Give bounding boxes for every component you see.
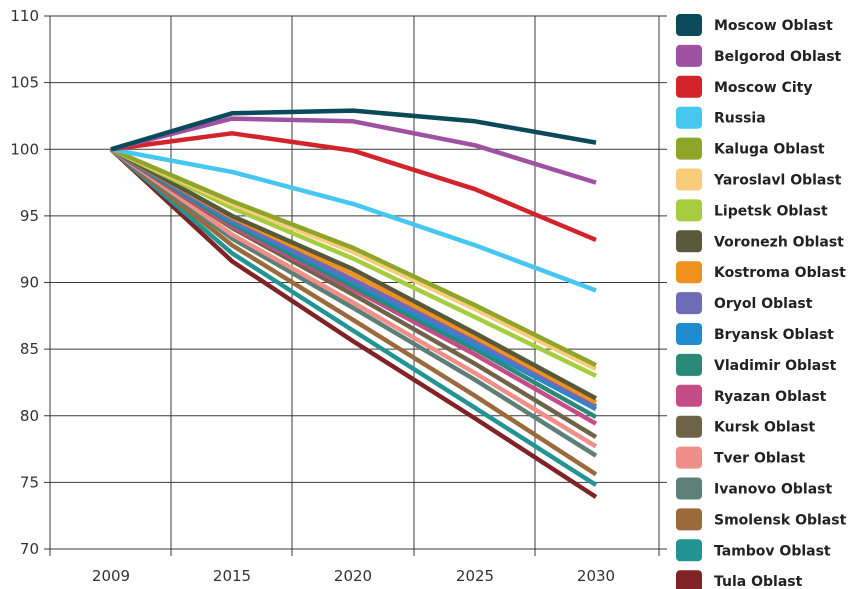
grid <box>44 15 667 556</box>
legend-swatch-voronezh-oblast <box>676 230 702 253</box>
legend-label-smolensk-oblast: Smolensk Oblast <box>714 512 847 528</box>
y-tick-label: 90 <box>20 274 39 292</box>
x-axis-ticks: 2009 2015 2020 2025 2030 <box>92 567 615 585</box>
series-lines <box>109 108 598 499</box>
legend-label-oryol-oblast: Oryol Oblast <box>714 296 813 312</box>
legend-swatch-moscow-city <box>676 75 702 98</box>
y-tick-label: 100 <box>10 140 39 158</box>
x-tick-label: 2025 <box>456 567 494 585</box>
x-tick-label: 2030 <box>577 567 615 585</box>
series-line-russia <box>110 147 597 293</box>
legend-label-tver-oblast: Tver Oblast <box>714 451 805 467</box>
legend-label-tambov-oblast: Tambov Oblast <box>714 543 831 559</box>
legend-swatch-kaluga-oblast <box>676 137 702 160</box>
legend-swatch-vladimir-oblast <box>676 353 702 376</box>
legend-swatch-ryazan-oblast <box>676 384 702 407</box>
y-tick-label: 85 <box>20 340 39 358</box>
legend-label-tula-oblast: Tula Oblast <box>714 574 803 589</box>
legend-swatch-tula-oblast <box>676 570 702 589</box>
series-line-smolensk-oblast <box>109 147 598 477</box>
y-tick-label: 80 <box>20 407 39 425</box>
series-line-tver-oblast <box>109 147 598 449</box>
legend-swatch-lipetsk-oblast <box>676 199 702 222</box>
legend-label-ivanovo-oblast: Ivanovo Oblast <box>714 482 832 498</box>
x-tick-label: 2009 <box>92 567 130 585</box>
legend-swatch-yaroslavl-oblast <box>676 168 702 191</box>
legend-label-belgorod-oblast: Belgorod Oblast <box>714 49 842 65</box>
x-tick-label: 2015 <box>213 567 251 585</box>
legend-label-moscow-oblast: Moscow Oblast <box>714 18 833 34</box>
series-line-moscow-oblast <box>110 108 597 152</box>
series-line-voronezh-oblast <box>109 147 598 401</box>
legend-swatch-tver-oblast <box>676 446 702 469</box>
legend: Moscow Oblast Belgorod Oblast Moscow City R… <box>676 14 847 589</box>
legend-label-vladimir-oblast: Vladimir Oblast <box>714 358 837 374</box>
y-tick-label: 75 <box>20 473 39 491</box>
series-line-moscow-city <box>110 131 597 242</box>
y-tick-label: 70 <box>20 540 39 558</box>
legend-label-ryazan-oblast: Ryazan Oblast <box>714 389 827 405</box>
legend-label-russia: Russia <box>714 111 766 127</box>
legend-label-kursk-oblast: Kursk Oblast <box>714 420 815 436</box>
legend-swatch-russia <box>676 106 702 129</box>
legend-swatch-bryansk-oblast <box>676 323 702 345</box>
series-line-tula-oblast <box>109 147 598 499</box>
legend-swatch-kursk-oblast <box>676 415 702 438</box>
legend-swatch-smolensk-oblast <box>676 508 702 531</box>
legend-label-lipetsk-oblast: Lipetsk Oblast <box>714 203 828 219</box>
legend-swatch-ivanovo-oblast <box>676 477 702 500</box>
legend-swatch-belgorod-oblast <box>676 44 702 67</box>
legend-swatch-moscow-oblast <box>676 14 702 36</box>
y-tick-label: 105 <box>10 74 39 92</box>
legend-label-kaluga-oblast: Kaluga Oblast <box>714 142 825 158</box>
y-axis-ticks: 70 75 80 85 90 95 100 105 110 <box>10 7 39 558</box>
series-line-tambov-oblast <box>109 147 598 487</box>
legend-swatch-tambov-oblast <box>676 539 702 562</box>
series-line-belgorod-oblast <box>110 116 597 185</box>
x-tick-label: 2020 <box>334 567 372 585</box>
y-tick-label: 95 <box>20 207 39 225</box>
legend-swatch-kostroma-oblast <box>676 261 702 284</box>
legend-label-yaroslavl-oblast: Yaroslavl Oblast <box>713 173 842 189</box>
series-line-kaluga-oblast <box>110 147 597 368</box>
legend-label-kostroma-oblast: Kostroma Oblast <box>714 265 846 281</box>
legend-swatch-oryol-oblast <box>676 292 702 315</box>
legend-label-moscow-city: Moscow City <box>714 80 813 96</box>
legend-label-bryansk-oblast: Bryansk Oblast <box>714 327 834 343</box>
legend-label-voronezh-oblast: Voronezh Oblast <box>714 234 844 250</box>
series-line-lipetsk-oblast <box>110 147 597 378</box>
y-tick-label: 110 <box>10 7 39 25</box>
